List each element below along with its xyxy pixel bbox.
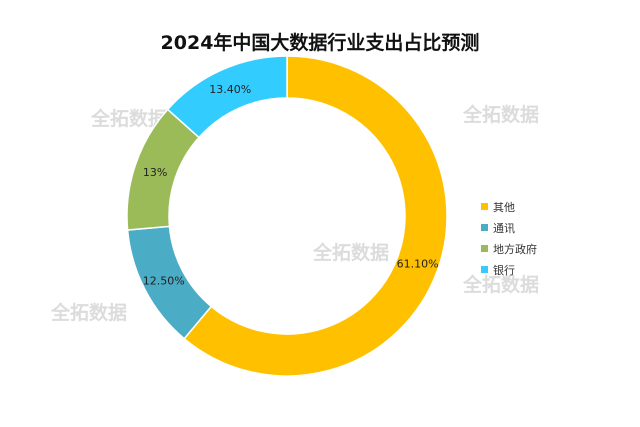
legend-item-1: 通讯	[481, 217, 537, 238]
legend-label: 其他	[493, 200, 515, 214]
data-label-2: 13%	[143, 166, 167, 179]
legend-swatch	[481, 266, 488, 273]
legend-swatch	[481, 224, 488, 231]
legend-label: 通讯	[493, 221, 515, 235]
watermark: 全拓数据	[463, 104, 540, 126]
data-label-3: 13.40%	[209, 83, 251, 96]
data-label-1: 12.50%	[143, 274, 185, 287]
watermark: 全拓数据	[463, 274, 540, 296]
legend-label: 地方政府	[493, 242, 537, 256]
donut-slice-0	[183, 55, 448, 377]
legend-item-0: 其他	[481, 196, 537, 217]
watermark: 全拓数据	[51, 302, 128, 324]
data-label-0: 61.10%	[397, 257, 439, 270]
legend-swatch	[481, 203, 488, 210]
legend-item-3: 银行	[481, 259, 537, 280]
legend-swatch	[481, 245, 488, 252]
chart-legend: 其他通讯地方政府银行	[481, 196, 537, 280]
donut-slice-3	[166, 55, 288, 139]
legend-label: 银行	[493, 263, 515, 277]
watermark: 全拓数据	[91, 108, 168, 130]
legend-item-2: 地方政府	[481, 238, 537, 259]
chart-title: 2024年中国大数据行业支出占比预测	[160, 32, 480, 54]
watermark: 全拓数据	[313, 242, 390, 264]
